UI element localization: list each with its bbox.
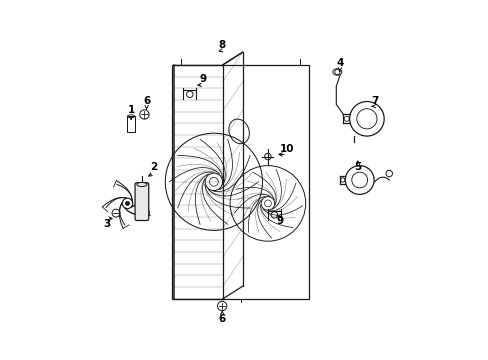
Text: 1: 1: [127, 105, 135, 115]
Text: 3: 3: [103, 219, 110, 229]
Text: 9: 9: [276, 216, 283, 226]
Bar: [172, 65, 309, 299]
Text: 6: 6: [142, 96, 150, 106]
Bar: [127, 116, 134, 132]
Text: 10: 10: [279, 144, 294, 154]
Text: 4: 4: [336, 58, 343, 68]
Text: 8: 8: [218, 40, 225, 50]
Circle shape: [125, 201, 129, 206]
FancyBboxPatch shape: [135, 183, 148, 220]
Text: 9: 9: [199, 74, 206, 84]
Text: 7: 7: [370, 96, 378, 106]
Ellipse shape: [137, 183, 146, 186]
Text: 5: 5: [353, 162, 361, 172]
Text: 6: 6: [218, 314, 225, 324]
Text: 2: 2: [150, 162, 157, 172]
